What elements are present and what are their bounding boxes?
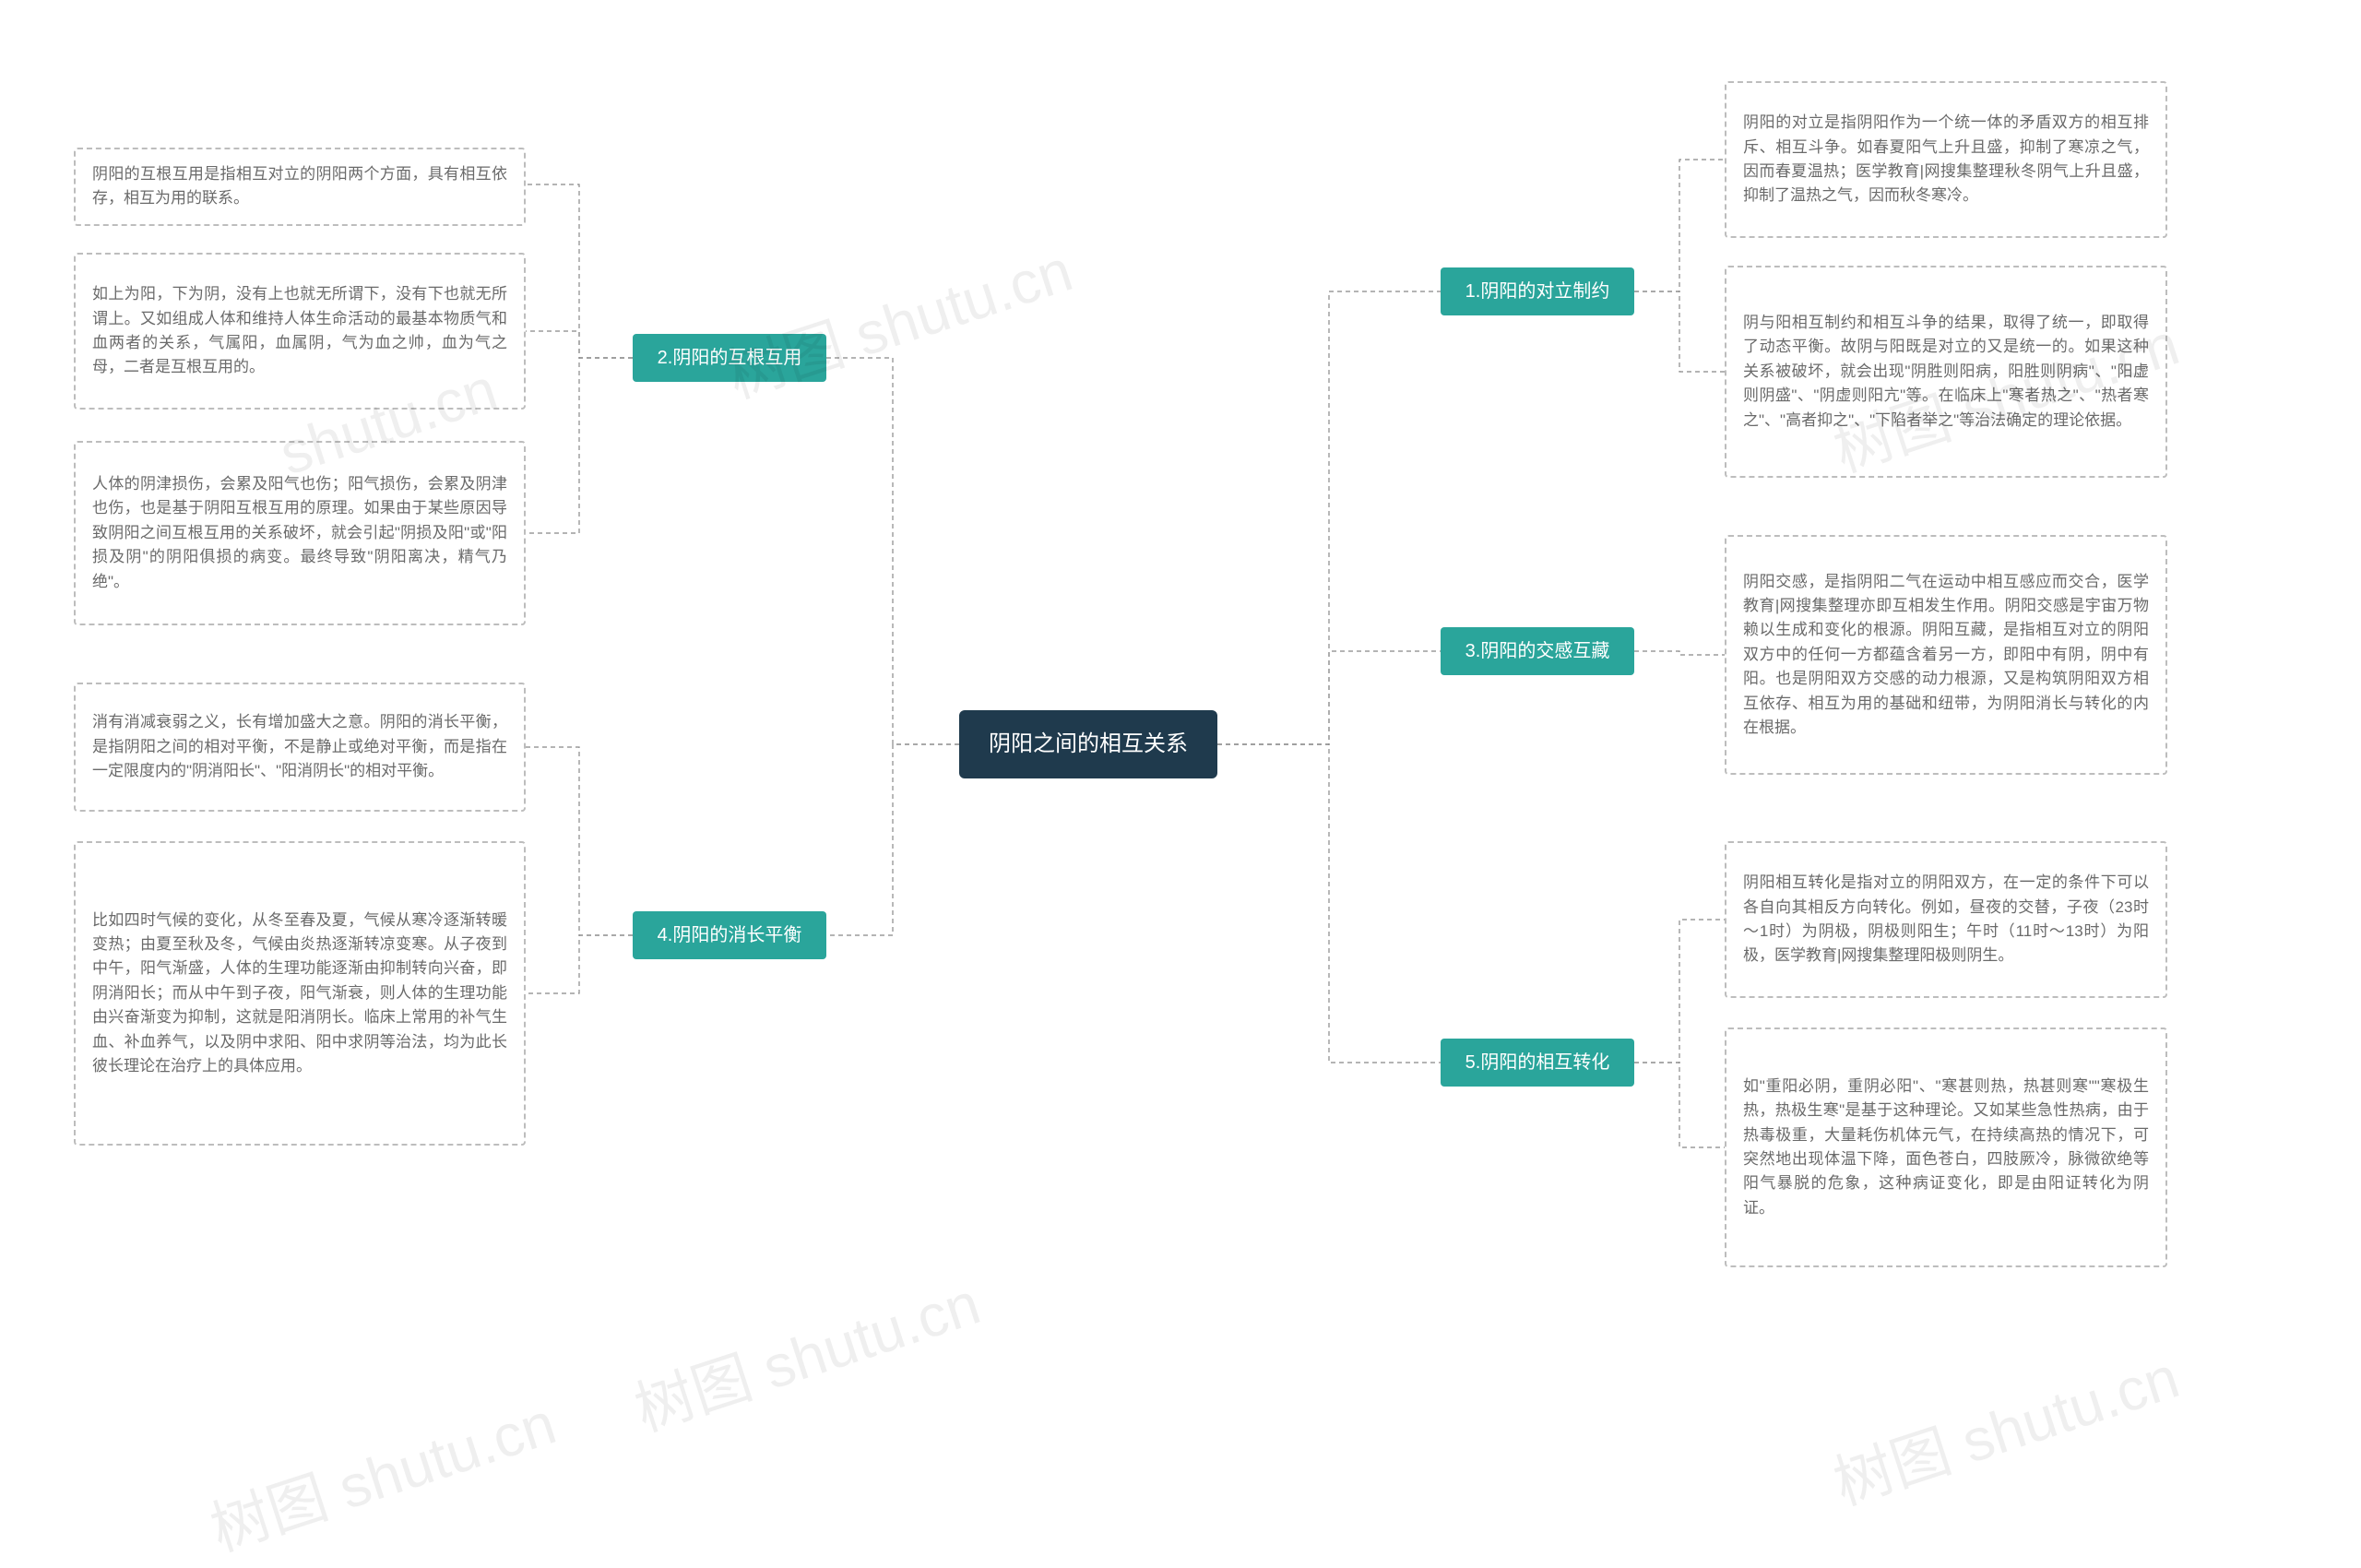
leaf-node: 比如四时气候的变化，从冬至春及夏，气候从寒冷逐渐转暖变热；由夏至秋及冬，气候由炎… — [74, 841, 526, 1146]
mindmap-canvas: 阴阳之间的相互关系 1.阴阳的对立制约 阴阳的对立是指阴阳作为一个统一体的矛盾双方的… — [0, 0, 2361, 1527]
branch-node: 5.阴阳的相互转化 — [1441, 1039, 1634, 1087]
branch-node: 3.阴阳的交感互藏 — [1441, 627, 1634, 675]
watermark: 树图 shutu.cn — [1821, 1330, 2188, 1521]
leaf-node: 阴阳相互转化是指对立的阴阳双方，在一定的条件下可以各自向其相反方向转化。例如，昼… — [1725, 841, 2167, 998]
watermark: 树图 shutu.cn — [623, 1256, 989, 1447]
branch-node: 2.阴阳的互根互用 — [633, 334, 826, 382]
leaf-node: 如上为阳，下为阴，没有上也就无所谓下，没有下也就无所谓上。又如组成人体和维持人体… — [74, 253, 526, 410]
leaf-node: 消有消减衰弱之义，长有增加盛大之意。阴阳的消长平衡，是指阴阳之间的相对平衡，不是… — [74, 683, 526, 812]
watermark: 树图 shutu.cn — [715, 223, 1081, 414]
leaf-node: 阴与阳相互制约和相互斗争的结果，取得了统一，即取得了动态平衡。故阴与阳既是对立的… — [1725, 266, 2167, 478]
leaf-node: 如"重阳必阴，重阴必阳"、"寒甚则热，热甚则寒""寒极生热，热极生寒"是基于这种… — [1725, 1028, 2167, 1267]
leaf-node: 阴阳的对立是指阴阳作为一个统一体的矛盾双方的相互排斥、相互斗争。如春夏阳气上升且… — [1725, 81, 2167, 238]
leaf-node: 阴阳交感，是指阴阳二气在运动中相互感应而交合，医学教育|网搜集整理亦即互相发生作… — [1725, 535, 2167, 775]
branch-node: 1.阴阳的对立制约 — [1441, 267, 1634, 315]
root-node: 阴阳之间的相互关系 — [959, 710, 1217, 778]
leaf-node: 人体的阴津损伤，会累及阳气也伤；阳气损伤，会累及阴津也伤，也是基于阴阳互根互用的… — [74, 441, 526, 625]
watermark: 树图 shutu.cn — [198, 1376, 564, 1567]
branch-node: 4.阴阳的消长平衡 — [633, 911, 826, 959]
leaf-node: 阴阳的互根互用是指相互对立的阴阳两个方面，具有相互依存，相互为用的联系。 — [74, 148, 526, 226]
